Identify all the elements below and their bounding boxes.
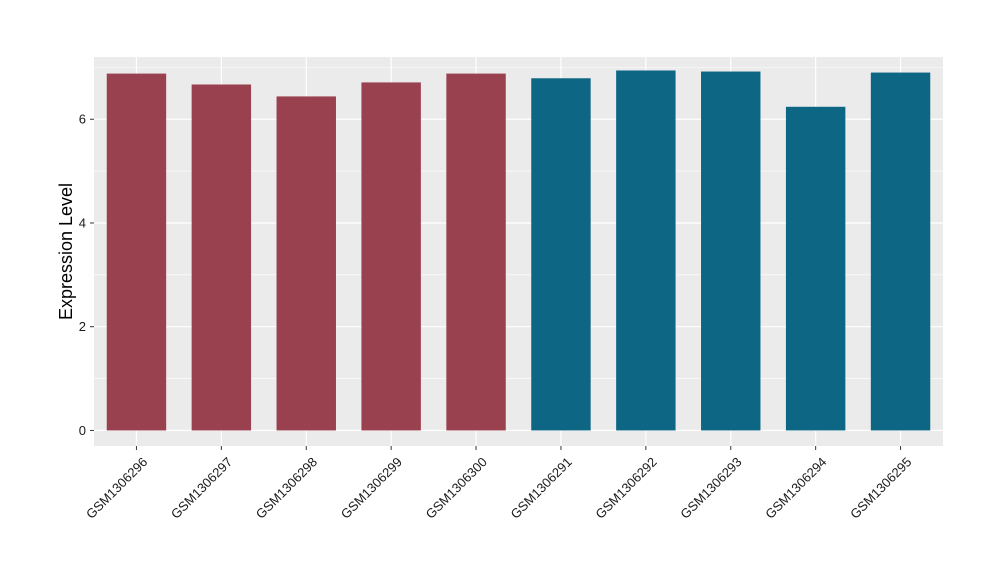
bars xyxy=(106,70,931,431)
y-axis-title: Expression Level xyxy=(56,183,76,320)
x-tick-label: GSM1306296 xyxy=(83,454,150,521)
bar xyxy=(785,106,846,431)
bar xyxy=(361,82,421,431)
bar xyxy=(701,71,761,431)
x-tick-label: GSM1306292 xyxy=(592,454,659,521)
bar xyxy=(616,70,676,431)
x-tick-label: GSM1306298 xyxy=(253,454,320,521)
x-tick-label: GSM1306291 xyxy=(508,454,575,521)
bar xyxy=(870,72,931,431)
bar xyxy=(531,78,591,431)
y-tick-label: 0 xyxy=(79,423,86,438)
y-tick-label: 2 xyxy=(79,319,86,334)
x-tick-label: GSM1306300 xyxy=(423,454,490,521)
y-tick-label: 6 xyxy=(79,112,86,127)
x-tick-label: GSM1306294 xyxy=(762,454,829,521)
x-tick-label: GSM1306299 xyxy=(338,454,405,521)
x-tick-label: GSM1306293 xyxy=(677,454,744,521)
x-tick-label: GSM1306295 xyxy=(847,454,914,521)
bar xyxy=(446,73,506,431)
x-tick-label: GSM1306297 xyxy=(168,454,235,521)
y-tick-label: 4 xyxy=(79,215,86,230)
bar xyxy=(106,73,167,431)
bar xyxy=(276,96,336,431)
bar xyxy=(191,84,252,431)
